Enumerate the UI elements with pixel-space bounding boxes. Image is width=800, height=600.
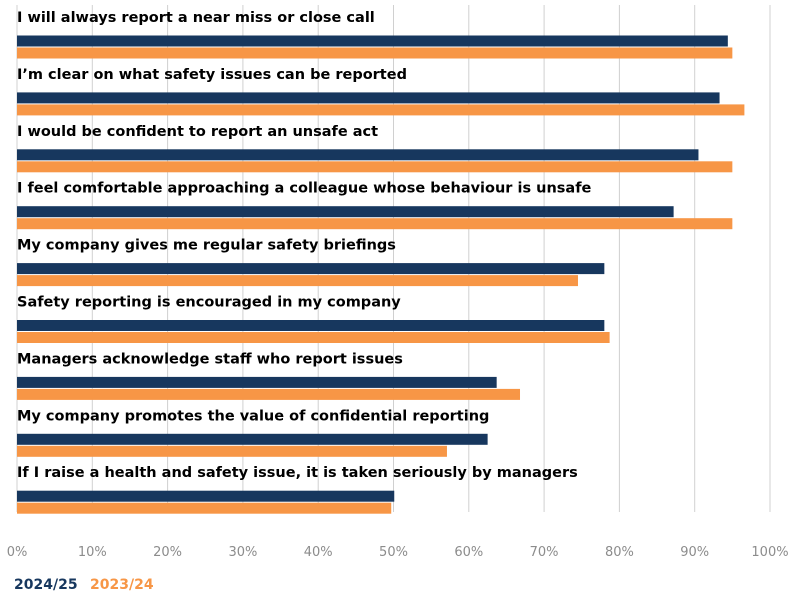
x-tick-label: 70%: [530, 545, 559, 560]
bar-series-2: [17, 502, 392, 514]
bar-series-2: [17, 332, 610, 343]
bar-series-1: [17, 490, 395, 502]
bar-series-2: [17, 218, 733, 230]
bar-series-1: [17, 263, 605, 275]
bar-series-1: [17, 92, 720, 104]
bar-series-2: [17, 275, 578, 287]
category-label: I feel comfortable approaching a colleag…: [17, 181, 592, 197]
category-label: My company gives me regular safety brief…: [17, 238, 396, 254]
x-tick-label: 80%: [605, 545, 634, 560]
bar-series-2: [17, 47, 733, 59]
legend-item-2: 2023/24: [90, 577, 154, 593]
x-tick-label: 50%: [379, 545, 408, 560]
category-label: Safety reporting is encouraged in my com…: [17, 295, 401, 311]
bar-series-1: [17, 320, 605, 331]
category-label: I’m clear on what safety issues can be r…: [17, 67, 407, 83]
x-tick-label: 10%: [78, 545, 107, 560]
bar-series-2: [17, 104, 745, 116]
x-axis-ticks: 0% 10% 20% 30% 40% 50% 60% 70% 80% 90% 100%: [7, 545, 789, 560]
bar-series-2: [17, 161, 733, 173]
x-tick-label: 0%: [7, 545, 28, 560]
x-tick-label: 20%: [153, 545, 182, 560]
bar-series-1: [17, 206, 674, 218]
bar-series-1: [17, 433, 488, 445]
bar-series-2: [17, 445, 447, 457]
bar-series-1: [17, 376, 497, 388]
category-label: My company promotes the value of confide…: [17, 408, 489, 424]
category-label: I would be confident to report an unsafe…: [17, 124, 378, 140]
category-label: I will always report a near miss or clos…: [17, 10, 375, 26]
x-tick-label: 60%: [454, 545, 483, 560]
bar-series-1: [17, 35, 728, 47]
x-tick-label: 30%: [228, 545, 257, 560]
bar-series-1: [17, 149, 699, 161]
legend: 2024/25 2023/24: [14, 577, 154, 593]
legend-item-1: 2024/25: [14, 577, 78, 593]
x-tick-label: 100%: [751, 545, 788, 560]
x-tick-label: 40%: [304, 545, 333, 560]
grid-layer: [16, 5, 771, 512]
category-label: If I raise a health and safety issue, it…: [17, 465, 578, 481]
bars-layer: [17, 35, 745, 514]
category-label: Managers acknowledge staff who report is…: [17, 351, 403, 367]
x-tick-label: 90%: [680, 545, 709, 560]
category-labels: I will always report a near miss or clos…: [17, 10, 592, 481]
bar-series-2: [17, 388, 521, 400]
